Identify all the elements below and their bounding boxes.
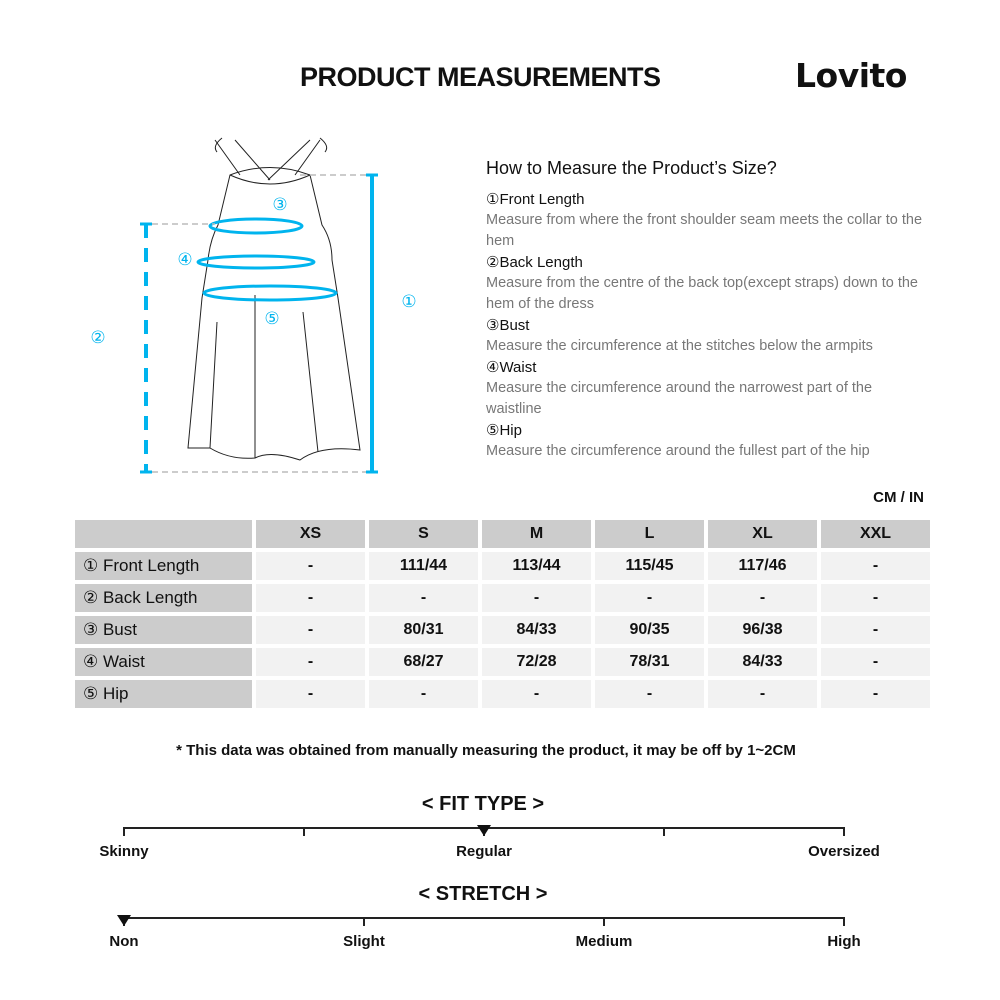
- row-label: ⑤ Hip: [75, 680, 252, 708]
- table-cell: 68/27: [369, 648, 478, 676]
- table-cell: 78/31: [595, 648, 704, 676]
- table-row: ⑤ Hip - - - - - -: [75, 680, 930, 708]
- table-header-row: XS S M L XL XXL: [75, 520, 930, 548]
- scale-tick: [303, 827, 305, 836]
- table-cell: -: [821, 552, 930, 580]
- row-label: ② Back Length: [75, 584, 252, 612]
- table-cell: -: [369, 584, 478, 612]
- scale-label: Non: [109, 933, 139, 950]
- marker-back-length: ②: [90, 328, 105, 348]
- size-header: XXL: [821, 520, 930, 548]
- measure-item-desc: Measure the circumference at the stitche…: [486, 338, 873, 354]
- table-cell: -: [256, 552, 365, 580]
- size-table: XS S M L XL XXL ① Front Length -111/44 113/44 115…: [71, 516, 934, 712]
- table-cell: -: [821, 616, 930, 644]
- table-cell: -: [708, 680, 817, 708]
- size-header: XL: [708, 520, 817, 548]
- table-cell: -: [256, 680, 365, 708]
- scale-label: Skinny: [99, 843, 149, 860]
- table-cell: 84/33: [708, 648, 817, 676]
- table-cell: 80/31: [369, 616, 478, 644]
- table-row: ③ Bust -80/31 84/33 90/35 96/38-: [75, 616, 930, 644]
- row-label: ① Front Length: [75, 552, 252, 580]
- brand-logo: Lovito: [795, 56, 907, 95]
- measure-item-name: ③Bust: [486, 317, 530, 334]
- size-header: L: [595, 520, 704, 548]
- dress-outline: [187, 137, 361, 461]
- scale-tick: [603, 917, 605, 926]
- table-row: ② Back Length - - - - - -: [75, 584, 930, 612]
- table-cell: 113/44: [482, 552, 591, 580]
- size-header: M: [482, 520, 591, 548]
- row-label: ③ Bust: [75, 616, 252, 644]
- scale-label: Regular: [456, 843, 512, 860]
- scale-label: Oversized: [808, 843, 880, 860]
- scale-line: [123, 917, 845, 919]
- scale-marker-icon: [117, 915, 131, 926]
- page-title: PRODUCT MEASUREMENTS: [300, 62, 661, 92]
- measure-item-name: ⑤Hip: [486, 422, 522, 439]
- table-cell: -: [256, 648, 365, 676]
- marker-bust: ③: [272, 195, 287, 215]
- table-cell: 84/33: [482, 616, 591, 644]
- measure-item-name: ①Front Length: [486, 191, 585, 208]
- scale-label: Medium: [575, 933, 633, 950]
- marker-waist: ④: [177, 250, 192, 270]
- scale-tick: [363, 917, 365, 926]
- size-header: S: [369, 520, 478, 548]
- table-row: ① Front Length -111/44 113/44 115/45 117/46-: [75, 552, 930, 580]
- how-to-measure: How to Measure the Product’s Size? ①Fron…: [486, 158, 926, 462]
- table-cell: -: [482, 584, 591, 612]
- measure-item-desc: Measure from the centre of the back top(…: [486, 275, 918, 312]
- scale-tick: [663, 827, 665, 836]
- table-cell: 117/46: [708, 552, 817, 580]
- table-cell: 90/35: [595, 616, 704, 644]
- table-cell: -: [821, 680, 930, 708]
- scale-tick: [843, 827, 845, 836]
- scale-marker-icon: [477, 825, 491, 836]
- table-cell: 111/44: [369, 552, 478, 580]
- fit-type-title: < FIT TYPE >: [421, 793, 545, 815]
- measure-item-desc: Measure the circumference around the nar…: [486, 380, 873, 417]
- measure-item-desc: Measure the circumference around the ful…: [486, 443, 870, 459]
- table-cell: -: [482, 680, 591, 708]
- marker-front-length: ①: [401, 292, 416, 312]
- measurement-guides: [140, 173, 378, 474]
- table-cell: -: [821, 584, 930, 612]
- scale-tick: [123, 827, 125, 836]
- marker-hip: ⑤: [264, 309, 279, 329]
- scale-label: Slight: [343, 933, 385, 950]
- dress-diagram: ① ② ③ ④ ⑤: [90, 137, 417, 474]
- table-row: ④ Waist -68/27 72/28 78/31 84/33-: [75, 648, 930, 676]
- table-cell: -: [821, 648, 930, 676]
- table-cell: -: [369, 680, 478, 708]
- unit-label: CM / IN: [873, 489, 924, 506]
- measure-item-name: ④Waist: [486, 359, 537, 376]
- how-to-title: How to Measure the Product’s Size?: [486, 158, 777, 178]
- table-cell: -: [256, 584, 365, 612]
- measure-item-name: ②Back Length: [486, 254, 583, 271]
- table-cell: 96/38: [708, 616, 817, 644]
- scale-tick: [843, 917, 845, 926]
- table-cell: -: [708, 584, 817, 612]
- table-cell: -: [595, 584, 704, 612]
- measurement-note: * This data was obtained from manually m…: [176, 742, 796, 759]
- measure-item-desc: Measure from where the front shoulder se…: [486, 212, 923, 249]
- header-corner: [75, 520, 252, 548]
- stretch-title: < STRETCH >: [418, 883, 548, 905]
- scale-label: High: [827, 933, 861, 950]
- size-header: XS: [256, 520, 365, 548]
- table-cell: -: [256, 616, 365, 644]
- row-label: ④ Waist: [75, 648, 252, 676]
- table-cell: 115/45: [595, 552, 704, 580]
- table-cell: -: [595, 680, 704, 708]
- table-cell: 72/28: [482, 648, 591, 676]
